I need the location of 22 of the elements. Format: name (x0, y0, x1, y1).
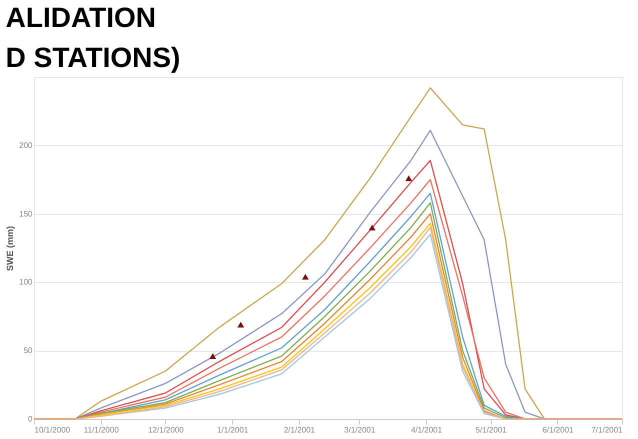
chart-title: ALIDATION D STATIONS) (6, 2, 180, 73)
point (237, 322, 244, 328)
x-tick-label: 5/1/2001 (476, 426, 508, 434)
y-tick-label: 150 (19, 209, 34, 218)
y-tick-label: 200 (19, 140, 34, 150)
x-tick-label: 11/1/2000 (84, 426, 120, 434)
x-tick-label: 6/1/2001 (542, 426, 574, 434)
y-axis-title: SWE (mm) (5, 226, 16, 271)
y-tick-label: 100 (19, 278, 34, 287)
x-tick-label: 10/1/2000 (34, 426, 71, 434)
point (368, 224, 376, 230)
y-tick-label: 50 (24, 346, 34, 356)
x-tick-label: 12/1/2000 (148, 426, 184, 434)
x-tick-label: 1/1/2001 (217, 426, 249, 434)
x-tick-label: 7/1/2001 (591, 426, 624, 434)
point (405, 175, 412, 182)
point (302, 274, 309, 280)
x-tick-label: 4/1/2001 (410, 426, 443, 434)
x-tick-label: 3/1/2001 (344, 426, 376, 434)
x-tick-label: 2/1/2001 (284, 426, 316, 434)
point (209, 353, 216, 359)
y-tick-label: 0 (28, 414, 34, 424)
